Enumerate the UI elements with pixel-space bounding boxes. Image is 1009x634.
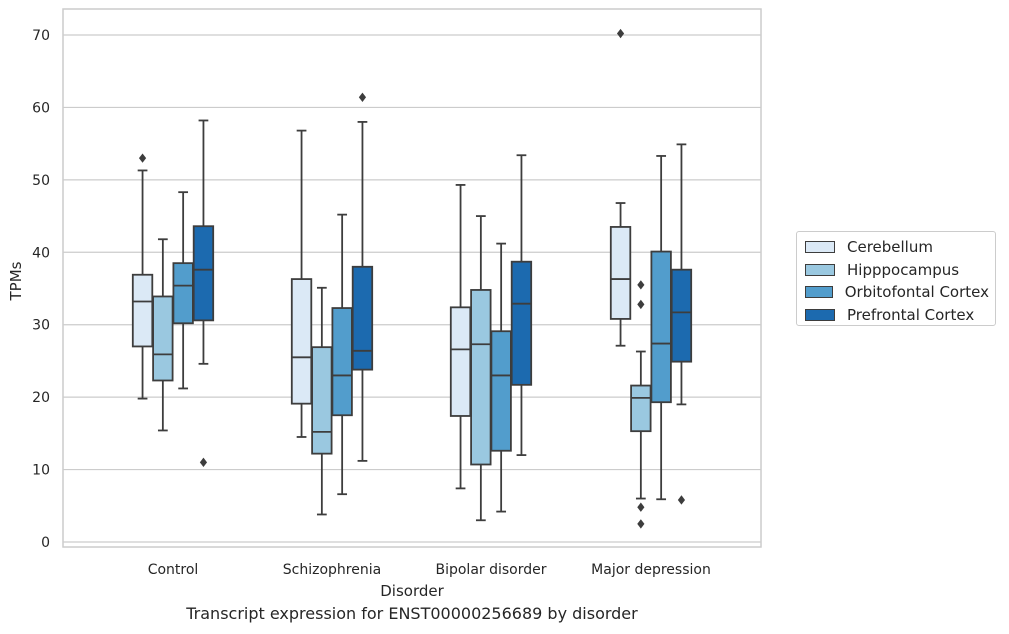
iqr-box [131, 273, 154, 348]
box-cerebellum [449, 184, 472, 490]
box-prefrontal-cortex [192, 119, 215, 468]
iqr-box [290, 278, 313, 405]
legend-swatch-orbitofrontal [805, 286, 833, 299]
legend-item: Orbitofontal Cortex [803, 281, 989, 304]
iqr-box [609, 226, 632, 320]
iqr-box [311, 346, 333, 455]
legend-swatch-cerebellum [805, 241, 835, 254]
box-prefrontal-cortex [351, 92, 374, 462]
legend-swatch-prefrontal [805, 308, 835, 321]
iqr-box [351, 265, 374, 371]
outlier-marker [677, 495, 686, 505]
outlier-marker [358, 92, 367, 102]
iqr-box [470, 289, 492, 466]
iqr-box [331, 307, 353, 417]
x-tick-label: Schizophrenia [283, 562, 381, 578]
iqr-box [152, 295, 174, 382]
iqr-box [650, 250, 672, 404]
y-tick-label: 10 [32, 463, 50, 479]
plot-frame [62, 8, 762, 548]
box-orbitofontal-cortex [331, 213, 353, 496]
y-tick-label: 20 [32, 390, 50, 406]
legend-item: Prefrontal Cortex [803, 304, 989, 327]
y-tick-label: 70 [32, 28, 50, 44]
legend-item: Cerebellum [803, 236, 989, 259]
outlier-marker [637, 280, 645, 290]
iqr-box [172, 262, 194, 325]
outlier-marker [637, 502, 645, 512]
legend-label: Hipppocampus [847, 260, 960, 279]
boxes [131, 28, 693, 529]
box-hipppocampus [311, 286, 333, 516]
y-tick-label: 50 [32, 173, 50, 189]
iqr-box [449, 306, 472, 417]
box-orbitofontal-cortex [650, 155, 672, 501]
legend-swatch-hippocampus [805, 263, 835, 276]
box-orbitofontal-cortex [490, 242, 512, 513]
box-cerebellum [131, 153, 154, 400]
box-cerebellum [290, 129, 313, 438]
y-tick-label: 0 [41, 535, 50, 551]
box-cerebellum [609, 28, 632, 347]
box-prefrontal-cortex [510, 154, 533, 456]
legend: Cerebellum Hipppocampus Orbitofontal Cor… [796, 231, 996, 326]
iqr-box [510, 260, 533, 386]
outlier-marker [616, 28, 625, 39]
box-prefrontal-cortex [670, 143, 693, 505]
legend-item: Hipppocampus [803, 259, 989, 282]
legend-label: Prefrontal Cortex [847, 305, 975, 324]
y-tick-label: 40 [32, 245, 50, 261]
box-hipppocampus [630, 280, 652, 529]
y-tick-label: 30 [32, 318, 50, 334]
y-axis-label: TPMs [7, 261, 25, 301]
outlier-marker [637, 299, 645, 310]
iqr-box [670, 268, 693, 363]
outlier-marker [199, 457, 208, 468]
box-hipppocampus [470, 215, 492, 522]
box-hipppocampus [152, 238, 174, 432]
x-tick-label: Major depression [591, 562, 711, 578]
outlier-marker [138, 153, 147, 163]
outlier-marker [637, 519, 645, 529]
x-tick-label: Control [148, 562, 199, 578]
x-tick-label: Bipolar disorder [435, 562, 546, 578]
iqr-box [630, 384, 652, 433]
chart-caption: Transcript expression for ENST0000025668… [186, 604, 638, 623]
y-tick-labels: 0 10 20 30 40 50 60 70 [32, 28, 50, 551]
x-tick-labels: Control Schizophrenia Bipolar disorder Majo… [148, 562, 711, 578]
legend-label: Cerebellum [847, 238, 933, 257]
x-axis-label: Disorder [380, 582, 444, 600]
box-orbitofontal-cortex [172, 191, 194, 390]
legend-label: Orbitofontal Cortex [844, 283, 989, 302]
iqr-box [490, 330, 512, 452]
y-tick-label: 60 [32, 100, 50, 116]
gridlines [63, 34, 761, 543]
iqr-box [192, 225, 215, 322]
